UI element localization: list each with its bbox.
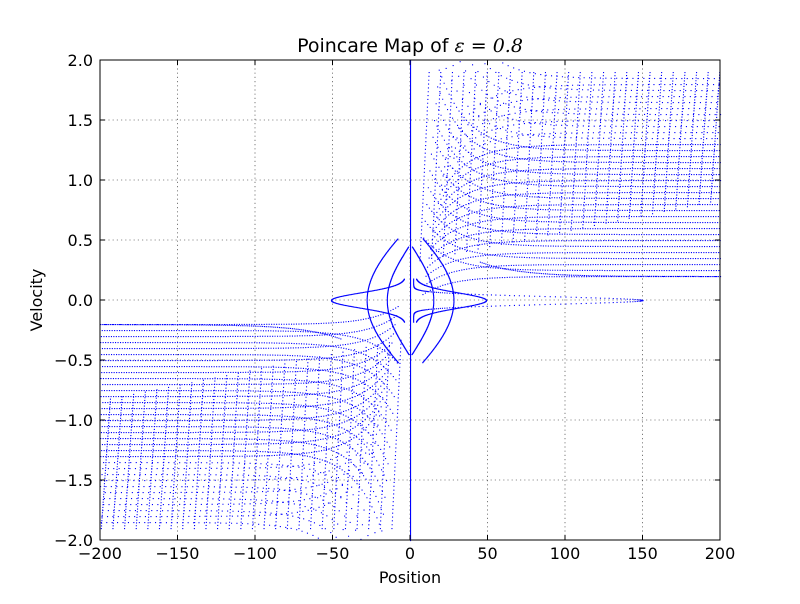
scatter-point-cloud — [100, 60, 722, 542]
x-tick-label: −100 — [233, 544, 277, 563]
x-axis-label: Position — [379, 568, 441, 587]
chart-title-math: ε = 0.8 — [455, 35, 523, 57]
tick-label-layer: −200 −150 −100 −50 0 50 100 150 200 −2.0 −1.5 −1.0 −… — [54, 51, 735, 563]
y-tick-label: 1.5 — [68, 111, 93, 130]
scatter-points — [100, 60, 722, 542]
chart-title-text: Poincare Map of — [297, 35, 454, 57]
x-tick-label: 150 — [627, 544, 658, 563]
chart-title: Poincare Map of ε = 0.8 — [297, 35, 523, 57]
y-tick-label: 2.0 — [68, 51, 93, 70]
tick-layer — [99, 59, 721, 541]
x-tick-label: 0 — [405, 544, 415, 563]
y-tick-label: −1.5 — [54, 471, 93, 490]
y-tick-label: −0.5 — [54, 351, 93, 370]
x-tick-label: 100 — [550, 544, 581, 563]
y-tick-label: −2.0 — [54, 531, 93, 550]
y-tick-label: 0.5 — [68, 231, 93, 250]
y-tick-label: 1.0 — [68, 171, 93, 190]
y-tick-label: −1.0 — [54, 411, 93, 430]
x-tick-label: −50 — [316, 544, 350, 563]
y-axis-label: Velocity — [27, 269, 46, 332]
y-tick-label: 0.0 — [68, 291, 93, 310]
x-tick-label: −200 — [78, 544, 122, 563]
x-tick-label: 50 — [477, 544, 497, 563]
x-tick-label: −150 — [156, 544, 200, 563]
x-tick-label: 200 — [705, 544, 736, 563]
